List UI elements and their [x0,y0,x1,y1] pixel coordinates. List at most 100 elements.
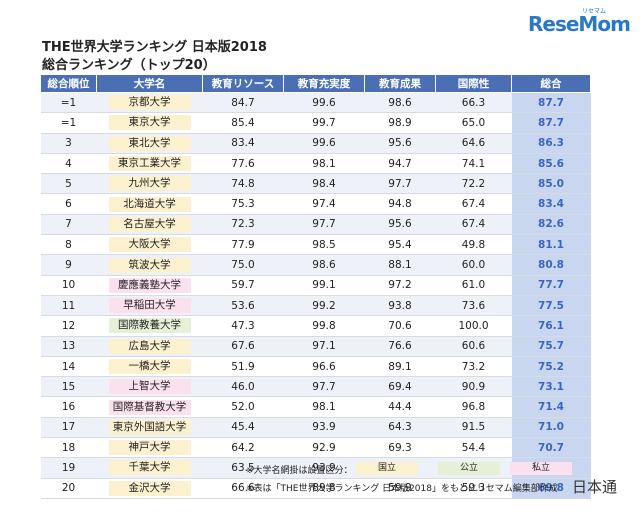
score-cell: 98.1 [283,396,365,418]
total-score: 80.8 [511,254,591,276]
column-header: 総合 [511,74,591,93]
score-cell: 66.6 [202,478,284,499]
rank-cell: =1 [40,92,97,114]
university-name: 京都大学 [108,95,191,111]
name-cell: 東京工業大学 [96,153,203,175]
table-row: 6 北海道大学 75.3 97.4 94.8 67.4 83.4 [40,193,591,215]
table-row: 5 九州大学 74.8 98.4 97.7 72.2 85.0 [40,173,591,195]
rank-cell: 5 [40,173,97,195]
column-header: 教育成果 [364,74,436,93]
name-cell: 東京外国語大学 [96,417,203,439]
watermark: 日本通 [572,478,618,496]
table-row: 20 金沢大学 66.6 89.8 59.9 59.3 69.8 [40,478,591,499]
table-row: 17 東京外国語大学 45.4 93.9 64.3 91.5 71.0 [40,417,591,439]
table-row: 3 東北大学 83.4 99.6 95.6 64.6 86.3 [40,133,591,154]
table-row: 7 名古屋大学 72.3 97.7 95.6 67.4 82.6 [40,214,591,236]
total-score: 87.7 [511,92,591,114]
score-cell: 98.9 [364,112,436,134]
table-row: =1 東京大学 85.4 99.7 98.9 65.0 87.7 [40,112,591,134]
total-score: 69.8 [511,478,591,499]
score-cell: 49.8 [435,234,512,256]
name-cell: 筑波大学 [96,254,203,276]
score-cell: 93.9 [283,417,365,439]
name-cell: 名古屋大学 [96,214,203,236]
legend-item: 私立 [510,462,572,475]
rank-cell: 14 [40,356,97,378]
score-cell: 96.8 [435,396,512,418]
score-cell: 95.4 [364,234,436,256]
rank-cell: 13 [40,336,97,357]
score-cell: 60.6 [435,336,512,357]
logo-kana: リセマム [582,8,607,15]
total-score: 85.0 [511,173,591,195]
table-row: 13 広島大学 67.6 97.1 76.6 60.6 75.7 [40,336,591,357]
name-cell: 東北大学 [96,133,203,154]
score-cell: 54.4 [435,437,512,459]
score-cell: 92.9 [283,437,365,459]
university-name: 広島大学 [108,338,191,354]
score-cell: 85.4 [202,112,284,134]
score-cell: 95.6 [364,133,436,154]
score-cell: 64.6 [435,133,512,154]
table-row: 9 筑波大学 75.0 98.6 88.1 60.0 80.8 [40,254,591,276]
column-header: 教育充実度 [283,74,365,93]
university-name: 千葉大学 [108,460,191,476]
footer-note: ※大学名網掛は設置区分： [246,466,353,476]
score-cell: 66.3 [435,92,512,114]
university-name: 国際基督教大学 [108,399,191,415]
name-cell: 早稲田大学 [96,295,203,317]
university-name: 一橋大学 [108,359,191,374]
score-cell: 84.7 [202,92,284,114]
name-cell: 金沢大学 [96,478,203,499]
rank-cell: 18 [40,437,97,459]
table-row: 14 一橋大学 51.9 96.6 89.1 73.2 75.2 [40,356,591,378]
university-name: 上智大学 [108,379,191,395]
score-cell: 98.6 [364,92,436,114]
score-cell: 90.9 [435,376,512,398]
name-cell: 神戸大学 [96,437,203,459]
score-cell: 52.0 [202,396,284,418]
ranking-table: 総合順位 大学名 教育リソース 教育充実度 教育成果 国際性 総合 =1 京都大学 84.7 99.… [40,74,591,499]
total-score: 75.2 [511,356,591,378]
score-cell: 97.4 [283,193,365,215]
score-cell: 99.7 [283,112,365,134]
university-name: 早稲田大学 [108,298,191,314]
score-cell: 99.6 [283,133,365,154]
logo: ReseMom [528,12,631,36]
score-cell: 74.8 [202,173,284,195]
rank-cell: 17 [40,417,97,439]
subtitle: 総合ランキング（トップ20） [42,58,216,73]
score-cell: 93.9 [283,457,365,479]
rank-cell: 20 [40,478,97,499]
column-header: 教育リソース [202,74,284,93]
table-row: =1 京都大学 84.7 99.6 98.6 66.3 87.7 [40,92,591,114]
score-cell: 72.3 [202,214,284,236]
score-cell: 77.9 [202,234,284,256]
score-cell: 74.1 [435,153,512,175]
rank-cell: =1 [40,112,97,134]
total-score: 87.7 [511,112,591,134]
name-cell: 上智大学 [96,376,203,398]
score-cell: 95.6 [364,214,436,236]
score-cell: 59.3 [435,478,512,499]
name-cell: 京都大学 [96,92,203,114]
university-name: 国際教養大学 [108,318,191,334]
name-cell: 九州大学 [96,173,203,195]
rank-cell: 3 [40,133,97,154]
university-name: 金沢大学 [108,480,191,496]
score-cell: 63.5 [202,457,284,479]
total-score: 77.5 [511,295,591,317]
score-cell: 76.6 [364,336,436,357]
total-score: 82.6 [511,214,591,236]
name-cell: 北海道大学 [96,193,203,215]
score-cell: 44.4 [364,396,436,418]
score-cell: 70.6 [364,315,436,337]
score-cell: 99.2 [283,295,365,317]
university-name: 名古屋大学 [108,216,191,232]
score-cell: 97.2 [364,275,436,296]
rank-cell: 9 [40,254,97,276]
rank-cell: 15 [40,376,97,398]
score-cell: 97.1 [283,336,365,357]
score-cell: 96.6 [283,356,365,378]
